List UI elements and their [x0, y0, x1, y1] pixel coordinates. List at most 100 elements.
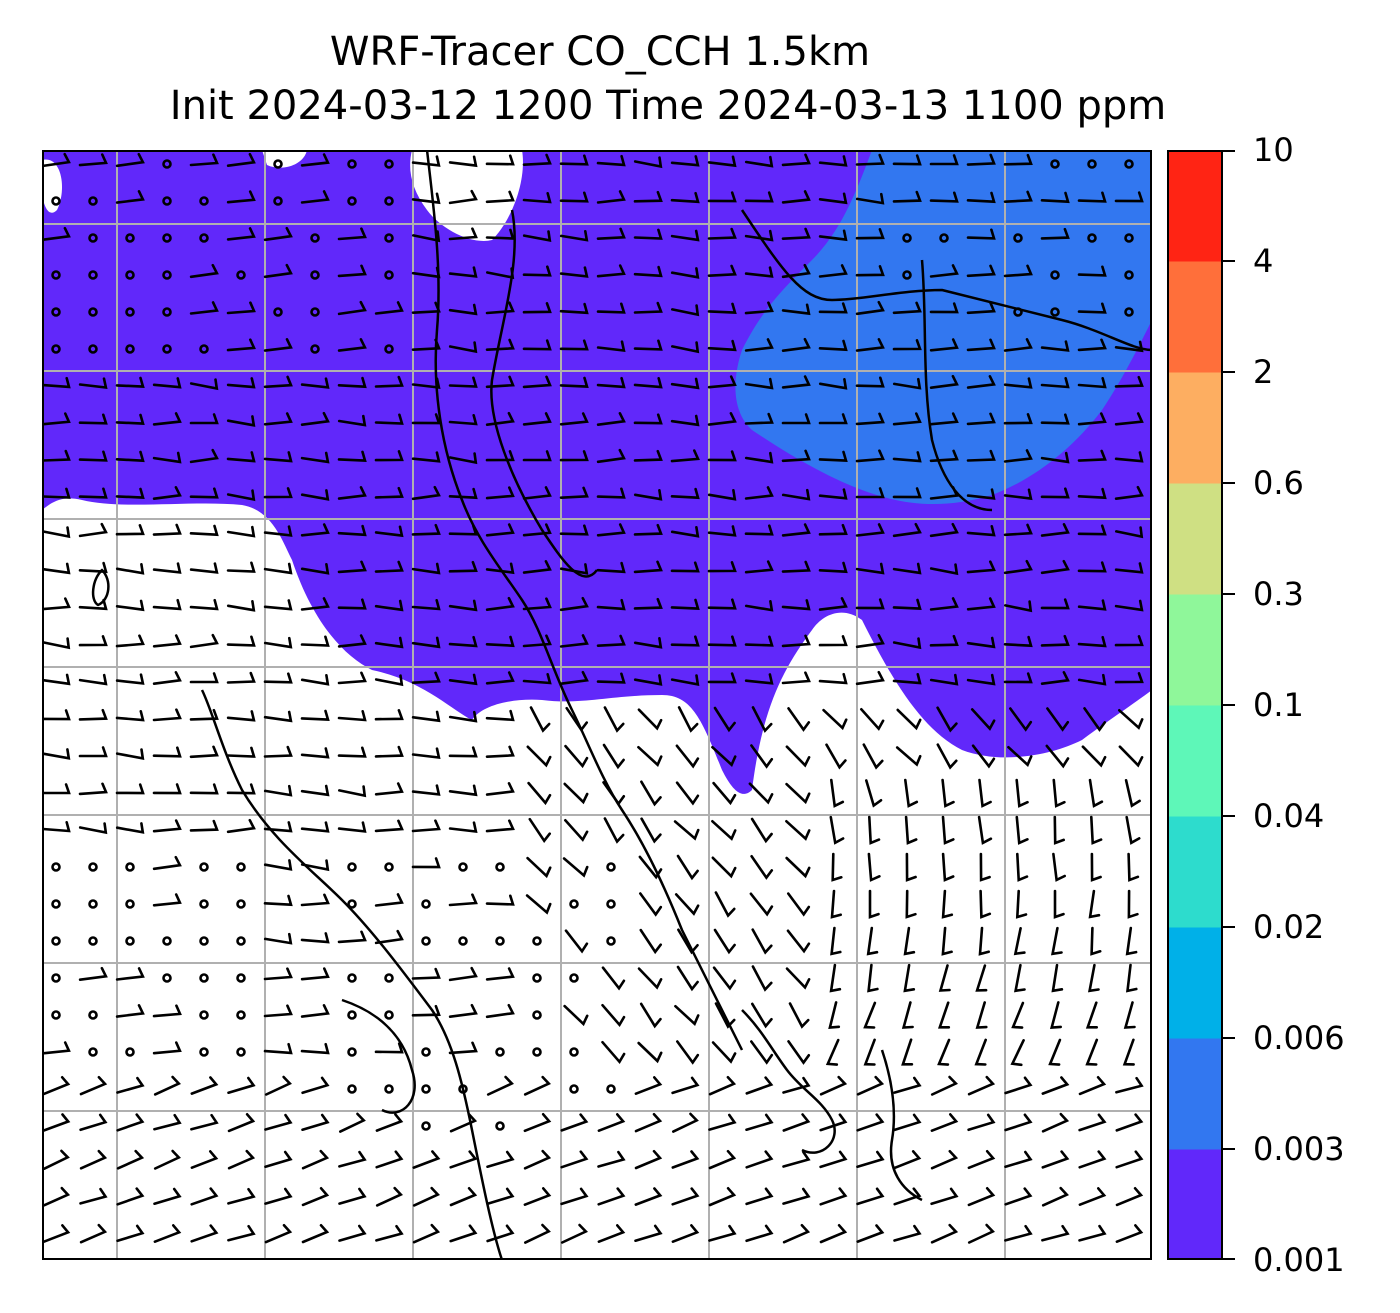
- wind-barb: [1041, 1076, 1070, 1095]
- calm-wind-circle: [384, 973, 394, 983]
- wind-barb: [485, 782, 515, 796]
- wind-barb: [1118, 745, 1144, 768]
- wind-barb: [929, 154, 959, 166]
- wind-barb: [448, 1003, 478, 1018]
- wind-barb: [633, 228, 663, 240]
- wind-barb: [787, 1040, 811, 1065]
- calm-wind-circle: [199, 233, 209, 243]
- wind-barb: [300, 451, 330, 464]
- wind-barb: [374, 782, 404, 796]
- wind-barb: [559, 154, 589, 166]
- wind-barb: [522, 230, 552, 243]
- wind-barb: [819, 1113, 848, 1132]
- wind-barb: [263, 451, 293, 463]
- wind-barb: [1114, 635, 1144, 647]
- wind-barb: [448, 635, 478, 648]
- wind-barb: [893, 1150, 922, 1170]
- wind-barb: [892, 412, 922, 426]
- wind-barb: [339, 1112, 366, 1133]
- wind-barb: [189, 263, 219, 279]
- wind-barb: [448, 821, 478, 834]
- wind-barb: [152, 486, 182, 500]
- wind-barb: [744, 191, 774, 203]
- calm-wind-circle: [88, 1010, 98, 1020]
- wind-barb: [337, 746, 367, 758]
- wind-barb: [1049, 1001, 1062, 1030]
- wind-barb: [929, 563, 959, 576]
- wind-barb: [42, 1224, 71, 1243]
- wind-barb: [856, 1113, 885, 1132]
- wind-barb: [1048, 1038, 1062, 1066]
- wind-barb: [115, 190, 145, 204]
- wind-barb: [675, 744, 700, 769]
- wind-barb: [966, 673, 996, 686]
- wind-barb: [830, 889, 842, 919]
- wind-barb: [337, 634, 367, 648]
- gridlines: [42, 150, 1152, 1260]
- wind-barb: [967, 1075, 996, 1096]
- wind-barb: [42, 597, 71, 611]
- wind-barb: [930, 1075, 959, 1096]
- wind-barb: [301, 1113, 330, 1131]
- wind-barb: [226, 190, 256, 204]
- wind-barb: [711, 745, 737, 767]
- wind-barb: [448, 710, 478, 723]
- wind-barb: [941, 778, 955, 808]
- calm-wind-circle: [902, 233, 912, 243]
- calm-wind-circle: [236, 899, 246, 909]
- calm-wind-circle: [125, 862, 135, 872]
- wind-barb: [1078, 1150, 1107, 1169]
- wind-barb: [1115, 1113, 1144, 1132]
- wind-barb: [338, 1150, 367, 1168]
- wind-barb: [448, 893, 478, 907]
- wind-barb: [893, 1076, 922, 1094]
- wind-barbs: [42, 152, 1144, 1244]
- wind-barb: [189, 819, 219, 832]
- wind-barb: [712, 781, 737, 806]
- calm-wind-circle: [88, 344, 98, 354]
- wind-barb: [1004, 1224, 1033, 1242]
- wind-barb: [818, 155, 848, 167]
- wind-barb: [152, 746, 182, 758]
- wind-barb: [526, 745, 552, 768]
- calm-wind-circle: [199, 899, 209, 909]
- wind-barb: [300, 190, 330, 204]
- wind-barb: [1114, 191, 1144, 203]
- wind-barb: [633, 156, 663, 169]
- wind-barb: [744, 412, 774, 425]
- wind-barb: [670, 414, 700, 427]
- wind-barb: [226, 489, 256, 502]
- wind-barb: [975, 964, 988, 992]
- wind-barb: [637, 708, 663, 731]
- wind-barb: [818, 264, 848, 278]
- wind-barb: [42, 748, 71, 760]
- wind-barb: [751, 928, 773, 955]
- chart-subtitle: Init 2024-03-12 1200 Time 2024-03-13 110…: [169, 83, 1167, 129]
- calm-wind-circle: [199, 936, 209, 946]
- wind-barb: [411, 599, 441, 611]
- wind-barb: [818, 378, 848, 390]
- wind-barb: [1085, 1001, 1098, 1029]
- wind-barb: [448, 303, 478, 316]
- wind-barb: [78, 673, 108, 686]
- wind-barb: [596, 672, 626, 684]
- wind-barb: [115, 450, 145, 463]
- wind-barb: [749, 892, 774, 917]
- wind-barb: [1040, 451, 1070, 464]
- wind-barb: [601, 966, 626, 991]
- wind-barb: [1003, 559, 1033, 575]
- wind-barb: [337, 264, 367, 278]
- wind-barb: [1011, 1001, 1025, 1029]
- wind-barb: [189, 487, 219, 499]
- wind-barb: [263, 710, 293, 723]
- wind-barb: [633, 377, 663, 389]
- wind-barb: [862, 743, 884, 770]
- wind-barb: [1040, 634, 1070, 647]
- wind-barb: [411, 671, 441, 684]
- calm-wind-circle: [1124, 307, 1134, 317]
- wind-barb: [855, 338, 885, 352]
- wind-barb: [938, 964, 951, 992]
- wind-barb: [300, 597, 330, 611]
- wind-barb: [597, 1113, 626, 1132]
- wind-barb: [825, 1038, 840, 1066]
